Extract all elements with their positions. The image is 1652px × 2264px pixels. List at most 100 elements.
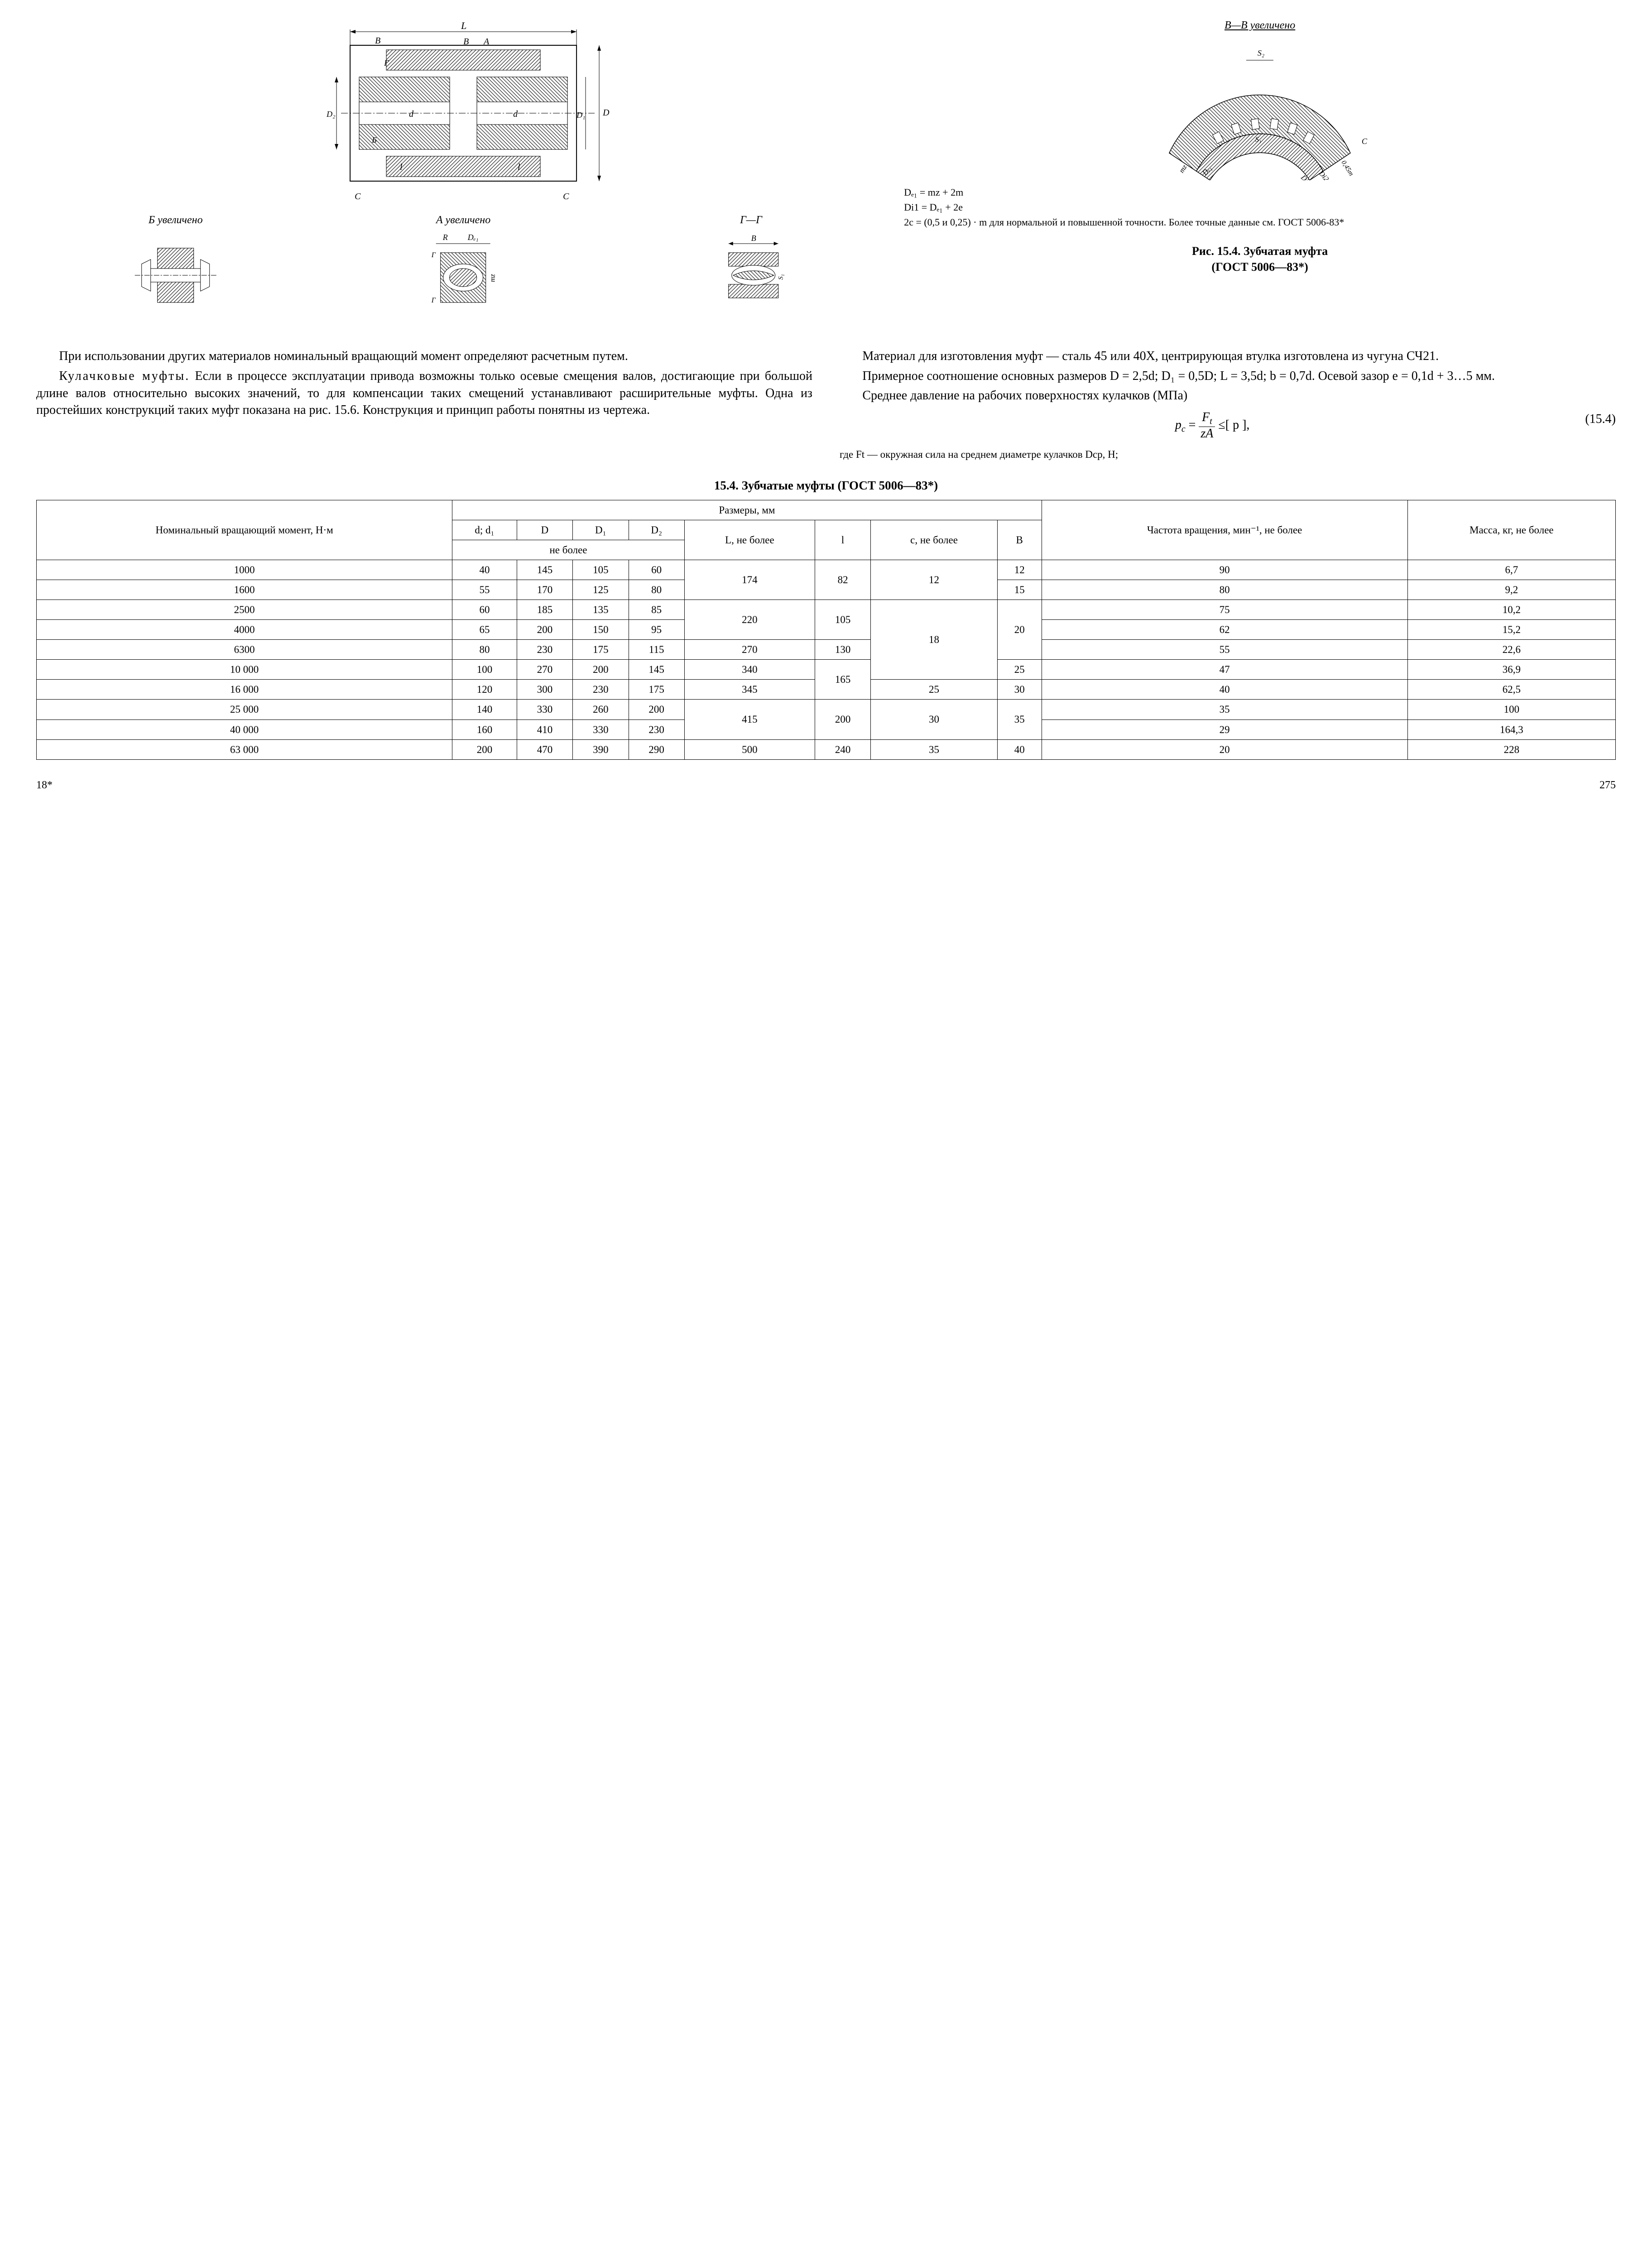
svg-text:D: D (602, 108, 610, 118)
cell: 300 (517, 680, 572, 700)
cell: 1000 (37, 560, 452, 580)
svg-text:l: l (400, 162, 403, 172)
cell: 120 (452, 680, 517, 700)
table-row: 25 000 140 330 260 200 415 200 30 35 35 … (37, 700, 1616, 719)
cell: 36,9 (1407, 660, 1615, 680)
cell: 200 (517, 620, 572, 640)
th-B: B (997, 520, 1042, 560)
cell: 200 (815, 700, 870, 739)
cell: 135 (573, 600, 629, 620)
svg-text:Г: Г (384, 58, 389, 67)
table-head: Номинальный вращающий момент, Н·м Размер… (37, 500, 1616, 560)
detail-b-caption: Б увеличено (36, 213, 315, 227)
table-row: 1000 40 145 105 60 174 82 12 12 90 6,7 (37, 560, 1616, 580)
page-footer: 18* 275 (36, 778, 1616, 792)
th-l: l (815, 520, 870, 560)
table-title: 15.4. Зубчатые муфты (ГОСТ 5006—83*) (36, 477, 1616, 494)
para-3: Материал для изготовления муфт — сталь 4… (840, 348, 1616, 365)
formula-1: Dₑ₁ = mz + 2m (904, 185, 1616, 200)
cell: 200 (452, 739, 517, 759)
th-D1: D₁ (573, 520, 629, 540)
formula-2: Di1 = Dₑ₁ + 2e (904, 200, 1616, 215)
cell: 164,3 (1407, 719, 1615, 739)
cell: 140 (452, 700, 517, 719)
cell: 125 (573, 580, 629, 600)
cell: 105 (815, 600, 870, 640)
svg-text:B: B (463, 37, 469, 47)
detail-g: Г—Г B S₁ (612, 213, 890, 321)
svg-text:S₂: S₂ (1258, 48, 1264, 58)
eq-fraction: Ft zA (1199, 411, 1215, 441)
main-coupling-diagram: L B B A d d l l D D₁ (36, 18, 890, 208)
cell: 145 (517, 560, 572, 580)
detail-a-diagram: R Dₑ₁ Г Г mz (324, 230, 602, 321)
cell: 4000 (37, 620, 452, 640)
cell: 85 (629, 600, 684, 620)
cell: 12 (871, 560, 998, 600)
svg-text:L: L (461, 20, 466, 31)
cell: 150 (573, 620, 629, 640)
arc-caption: В—В увеличено (904, 18, 1616, 33)
cell: 60 (452, 600, 517, 620)
cell: 228 (1407, 739, 1615, 759)
left-column: При использовании других материалов номи… (36, 348, 812, 463)
cell: 105 (573, 560, 629, 580)
main-diagram-svg: L B B A d d l l D D₁ (36, 18, 890, 208)
cell: 25 (871, 680, 998, 700)
cell: 35 (997, 700, 1042, 739)
para-4: Примерное соотношение основных размеров … (840, 368, 1616, 385)
cell: 6,7 (1407, 560, 1615, 580)
cell: 9,2 (1407, 580, 1615, 600)
cell: 29 (1042, 719, 1407, 739)
svg-text:Б: Б (371, 135, 377, 144)
svg-text:d: d (409, 109, 414, 119)
svg-text:C: C (355, 192, 361, 201)
cell: 410 (517, 719, 572, 739)
eq-number: (15.4) (1585, 411, 1616, 428)
cell: 345 (684, 680, 815, 700)
cell: 330 (573, 719, 629, 739)
cell: 35 (871, 739, 998, 759)
cell: 20 (1042, 739, 1407, 759)
svg-text:l: l (518, 162, 520, 172)
cell: 10,2 (1407, 600, 1615, 620)
cell: 25 (997, 660, 1042, 680)
svg-text:D₂: D₂ (326, 110, 335, 119)
figure-right-column: В—В увеличено mz Dₑ₁ Di1 Di (904, 18, 1616, 334)
svg-text:d: d (513, 109, 518, 119)
cell: 160 (452, 719, 517, 739)
footer-right: 275 (1599, 778, 1616, 792)
svg-text:B: B (751, 234, 756, 243)
cell: 100 (1407, 700, 1615, 719)
para-2-head: Кулачковые муфты. (59, 369, 190, 383)
cell: 270 (517, 660, 572, 680)
cell: 470 (517, 739, 572, 759)
svg-text:Г: Г (431, 251, 436, 259)
cell: 40 (997, 739, 1042, 759)
th-mass: Масса, кг, не более (1407, 500, 1615, 560)
cell: 62 (1042, 620, 1407, 640)
detail-g-diagram: B S₁ (612, 230, 890, 321)
figure-region: L B B A d d l l D D₁ (36, 18, 1616, 334)
cell: 174 (684, 560, 815, 600)
cell: 40 (1042, 680, 1407, 700)
cell: 18 (871, 600, 998, 680)
cell: 22,6 (1407, 640, 1615, 660)
th-freq: Частота вращения, мин⁻¹, не более (1042, 500, 1407, 560)
equation-15-4: pc = Ft zA ≤[ p ], (15.4) (840, 411, 1616, 441)
cell: 60 (629, 560, 684, 580)
cell: 82 (815, 560, 870, 600)
cell: 30 (997, 680, 1042, 700)
cell: 270 (684, 640, 815, 660)
footer-left: 18* (36, 778, 53, 792)
cell: 240 (815, 739, 870, 759)
right-column: Материал для изготовления муфт — сталь 4… (840, 348, 1616, 463)
svg-text:D₁: D₁ (576, 110, 585, 120)
cell: 47 (1042, 660, 1407, 680)
cell: 15 (997, 580, 1042, 600)
formula-3: 2c = (0,5 и 0,25) · m для нормальной и п… (904, 215, 1616, 230)
cell: 15,2 (1407, 620, 1615, 640)
cell: 80 (452, 640, 517, 660)
table-body: 1000 40 145 105 60 174 82 12 12 90 6,7 1… (37, 560, 1616, 759)
equation-note: где Ft — окружная сила на среднем диамет… (840, 447, 1616, 461)
